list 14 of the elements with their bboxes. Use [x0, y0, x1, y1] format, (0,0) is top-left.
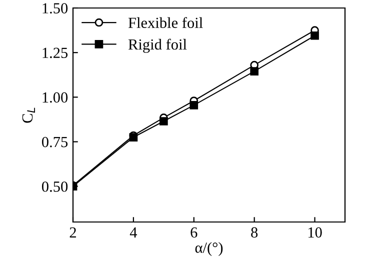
y-tick-label: 1.50: [42, 3, 68, 14]
x-tick-label: 4: [130, 227, 138, 238]
y-tick-label: 0.75: [42, 136, 68, 148]
y-tick-label: 0.50: [42, 181, 68, 192]
x-tick-label: 2: [70, 227, 76, 238]
legend-label: Flexible foil: [128, 17, 203, 28]
x-tick-label: 10: [308, 227, 322, 238]
y-tick-label: 1.00: [42, 92, 68, 103]
x-tick-label: 8: [251, 227, 258, 238]
x-axis-title: α/(°): [195, 242, 223, 256]
x-tick-label: 6: [190, 227, 198, 238]
y-tick-label: 1.25: [42, 48, 68, 58]
y-axis-title: C$_{L}$: [22, 108, 35, 123]
legend-label: Rigid foil: [128, 38, 187, 53]
